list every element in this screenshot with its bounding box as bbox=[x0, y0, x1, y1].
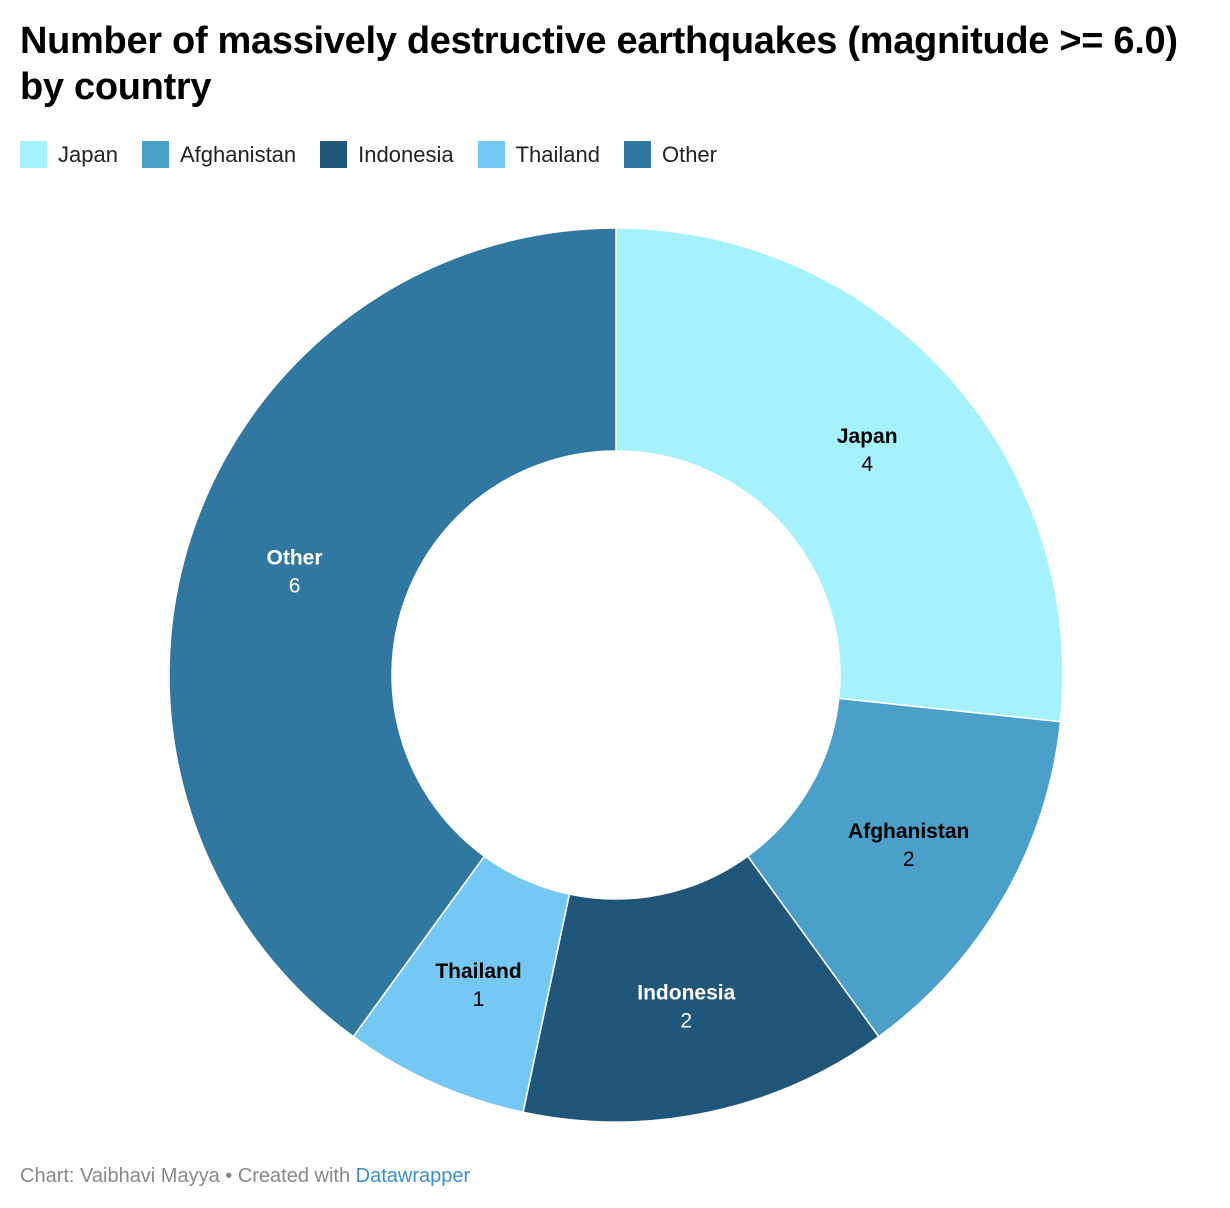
legend-label-other: Other bbox=[661, 141, 717, 167]
slice-label-other: Other bbox=[267, 547, 323, 570]
datawrapper-link[interactable]: Datawrapper bbox=[355, 1165, 471, 1187]
slice-indonesia bbox=[522, 855, 880, 1123]
legend-swatch-afghanistan bbox=[141, 140, 169, 168]
legend-item-other: Other bbox=[623, 140, 717, 168]
slice-value-other: 6 bbox=[289, 575, 301, 598]
footer-credit: Chart: Vaibhavi Mayya • Created with bbox=[20, 1165, 356, 1187]
legend-label-afghanistan: Afghanistan bbox=[179, 141, 297, 167]
donut-labels: Japan 4 Afghanistan 2 Indonesia 2 Thailand 1 Oth… bbox=[267, 425, 970, 1033]
donut-slices bbox=[168, 227, 1064, 1123]
slice-japan bbox=[615, 227, 1064, 723]
slice-label-japan: Japan bbox=[837, 425, 898, 448]
legend-label-thailand: Thailand bbox=[515, 141, 600, 167]
legend-swatch-japan bbox=[20, 140, 47, 168]
slice-value-afghanistan: 2 bbox=[903, 848, 915, 871]
chart-legend: Japan Afghanistan Indonesia Thailand Oth… bbox=[20, 139, 741, 169]
slice-afghanistan bbox=[746, 697, 1062, 1038]
legend-label-japan: Japan bbox=[58, 141, 118, 167]
slice-label-indonesia: Indonesia bbox=[637, 982, 735, 1005]
legend-item-indonesia: Indonesia bbox=[320, 140, 454, 168]
legend-item-afghanistan: Afghanistan bbox=[141, 140, 297, 168]
slice-value-thailand: 1 bbox=[473, 988, 485, 1011]
slice-label-thailand: Thailand bbox=[435, 960, 521, 983]
slice-label-afghanistan: Afghanistan bbox=[848, 820, 969, 843]
legend-swatch-indonesia bbox=[320, 140, 348, 168]
legend-label-indonesia: Indonesia bbox=[358, 141, 454, 167]
legend-item-thailand: Thailand bbox=[477, 140, 600, 168]
donut-chart: Japan 4 Afghanistan 2 Indonesia 2 Thailand 1 Oth… bbox=[168, 227, 1064, 1123]
chart-footer: Chart: Vaibhavi Mayya • Created with Dat… bbox=[20, 1163, 470, 1189]
legend-item-japan: Japan bbox=[20, 140, 118, 168]
slice-value-japan: 4 bbox=[861, 453, 873, 476]
legend-swatch-other bbox=[623, 140, 651, 168]
slice-value-indonesia: 2 bbox=[680, 1010, 692, 1033]
legend-swatch-thailand bbox=[477, 140, 505, 168]
chart-title: Number of massively destructive earthqua… bbox=[20, 20, 1178, 108]
slice-other bbox=[168, 227, 617, 1038]
